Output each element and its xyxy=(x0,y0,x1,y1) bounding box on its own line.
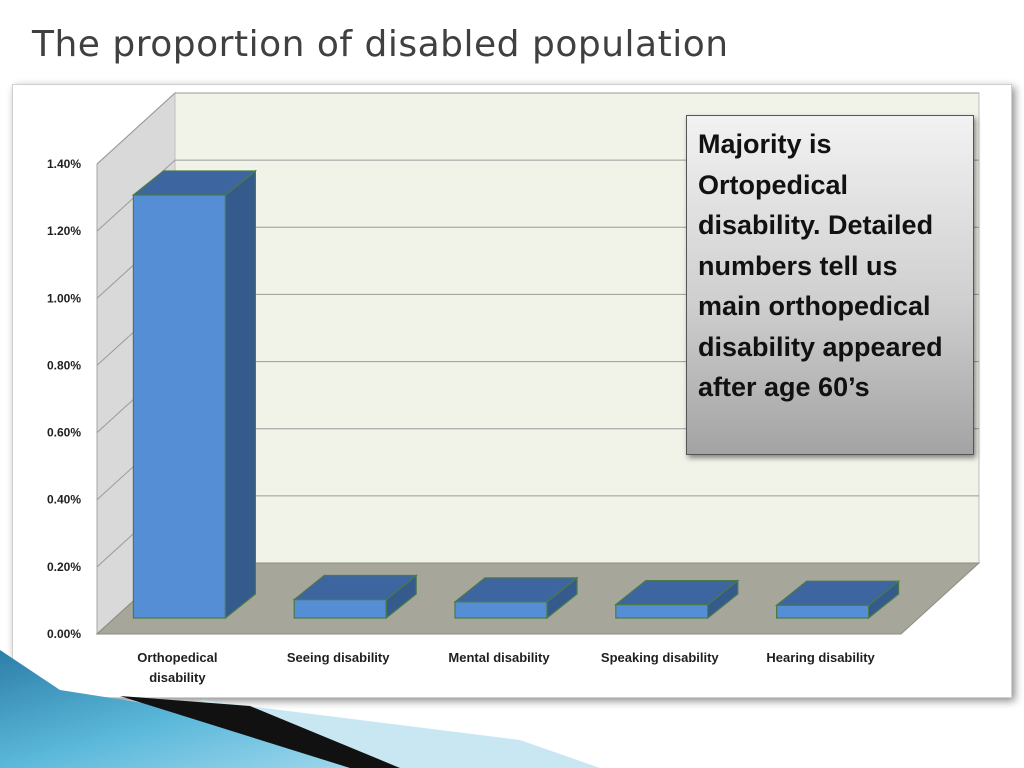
bar-front xyxy=(454,601,548,619)
bar-front xyxy=(293,598,387,619)
callout-note: Majority is Ortopedical disability. Deta… xyxy=(686,115,974,455)
x-category-label: Orthopedical disability xyxy=(137,650,217,685)
bar-top xyxy=(292,574,418,601)
y-tick-label: 1.00% xyxy=(47,291,81,305)
bar-front xyxy=(775,604,870,619)
bar-top xyxy=(453,577,579,603)
y-axis-tick-labels: 0.00% 0.20% 0.40% 0.60% 0.80% 1.00% 1.20% 1.40% xyxy=(47,157,81,641)
bar xyxy=(614,579,740,620)
x-category-label: Speaking disability xyxy=(601,650,720,665)
decor-light-swoosh xyxy=(200,700,600,768)
bar xyxy=(453,576,579,620)
bar-side xyxy=(224,169,256,620)
bar xyxy=(131,169,258,620)
decor-black-stripe xyxy=(120,696,400,768)
y-tick-label: 1.40% xyxy=(47,157,81,171)
x-category-label: Mental disability xyxy=(448,650,550,665)
bar-front xyxy=(132,194,227,619)
y-tick-label: 0.60% xyxy=(47,426,81,440)
y-tick-label: 0.40% xyxy=(47,493,81,507)
y-tick-label: 1.20% xyxy=(47,224,81,238)
bar-top xyxy=(774,580,901,606)
bar-front xyxy=(615,603,709,619)
gridline-side xyxy=(96,92,176,165)
x-category-label: Seeing disability xyxy=(287,650,390,665)
bar-top xyxy=(614,579,740,606)
chart-bars xyxy=(131,169,901,620)
y-tick-label: 0.80% xyxy=(47,358,81,372)
bar xyxy=(292,574,418,620)
x-axis-category-labels: Orthopedical disability Seeing disability M… xyxy=(137,650,875,685)
y-tick-label: 0.00% xyxy=(47,627,81,641)
bar xyxy=(774,579,901,620)
slide-title: The proportion of disabled population xyxy=(32,24,729,65)
y-tick-label: 0.20% xyxy=(47,560,81,574)
bar-top xyxy=(131,170,258,196)
x-category-label: Hearing disability xyxy=(766,650,875,665)
